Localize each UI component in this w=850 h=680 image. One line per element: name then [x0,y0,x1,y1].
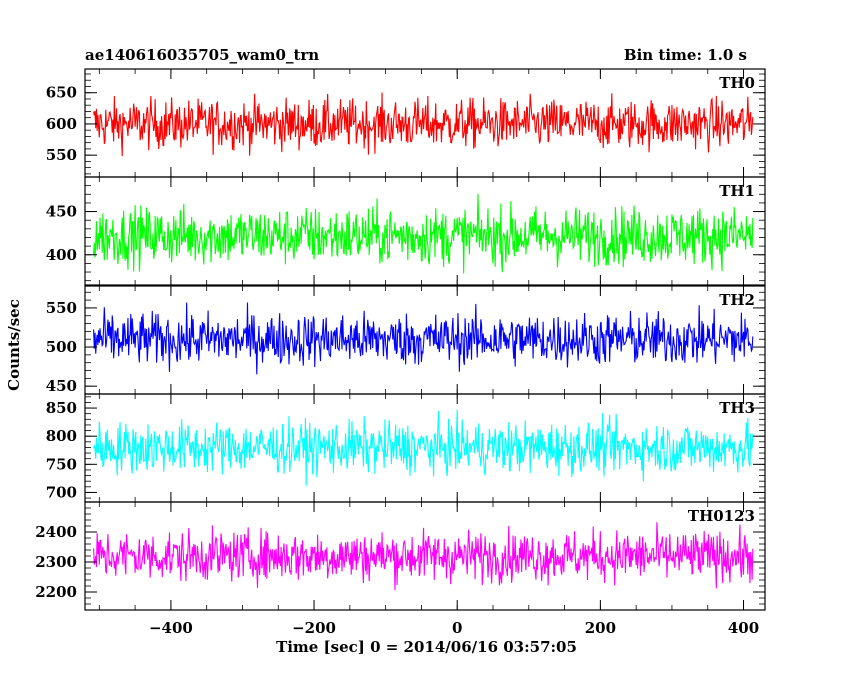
y-tick-label: 2200 [35,583,77,601]
x-tick-label: −200 [292,619,336,637]
series-th3-line [93,409,754,486]
x-tick-label: 0 [452,619,462,637]
x-tick-label: −400 [149,619,193,637]
y-tick-label: 2400 [35,523,77,541]
x-tick-label: 400 [728,619,759,637]
y-tick-label: 450 [46,203,77,221]
panel-frame-th1 [84,176,766,286]
x-tick-label: 200 [585,619,616,637]
x-axis-label: Time [sec] 0 = 2014/06/16 03:57:05 [276,638,577,656]
series-th2-line [93,302,754,375]
y-tick-label: 2300 [35,553,77,571]
y-tick-label: 850 [46,399,77,417]
panel-label-th3: TH3 [719,399,755,417]
panel-label-th0123: TH0123 [688,507,755,525]
plot-title: ae140616035705_wam0_trn [85,46,320,64]
panel-label-th1: TH1 [719,182,755,200]
y-tick-label: 400 [46,246,77,264]
y-tick-label: 700 [46,483,77,501]
panel-frame-th0 [84,68,766,178]
y-axis-label: Counts/sec [5,299,23,391]
y-tick-label: 750 [46,455,77,473]
y-tick-label: 600 [46,115,77,133]
y-tick-label: 800 [46,427,77,445]
bin-time-label: Bin time: 1.0 s [623,46,747,64]
y-tick-label: 650 [46,84,77,102]
panel-label-th2: TH2 [719,291,755,309]
y-tick-label: 550 [46,299,77,317]
series-th1-line [93,193,754,274]
series-th0-line [93,92,754,157]
y-tick-label: 500 [46,338,77,356]
y-tick-label: 450 [46,377,77,395]
panel-label-th0: TH0 [719,74,755,92]
y-tick-label: 550 [46,146,77,164]
series-th0123-line [93,522,754,591]
